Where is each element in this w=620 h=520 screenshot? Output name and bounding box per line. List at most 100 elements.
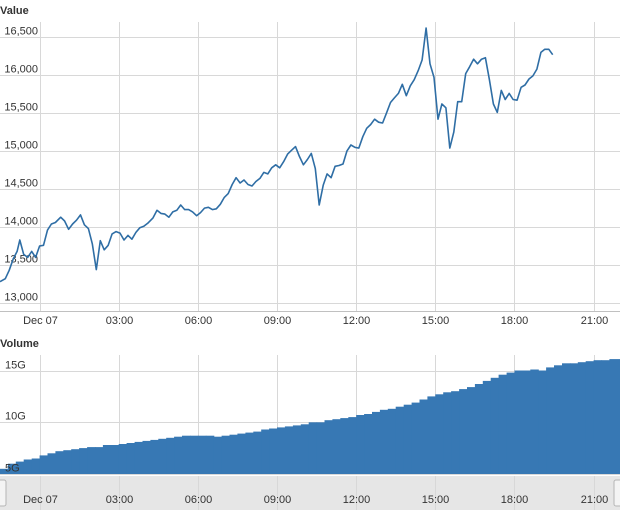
volume-bar xyxy=(245,432,254,474)
volume-bar xyxy=(150,439,159,474)
volume-bar xyxy=(340,418,349,474)
volume-bar xyxy=(292,425,302,474)
volume-bar xyxy=(411,402,421,474)
navigator-left-handle[interactable] xyxy=(0,479,7,507)
volume-bar xyxy=(514,370,523,474)
volume-bar xyxy=(31,458,41,474)
volume-bar xyxy=(419,399,428,474)
volume-bar xyxy=(182,435,191,474)
value-series xyxy=(0,27,554,283)
volume-bar xyxy=(284,426,294,474)
volume-bar xyxy=(213,436,223,474)
value-y-tick-label: 16,000 xyxy=(4,64,38,76)
volume-bar xyxy=(379,409,389,474)
value-x-tick-label: 09:00 xyxy=(264,315,292,327)
volume-bar xyxy=(166,437,175,474)
volume-bar xyxy=(593,360,603,474)
volume-bar xyxy=(190,435,199,474)
volume-bar xyxy=(142,440,151,474)
volume-bar xyxy=(87,447,96,474)
volume-bar xyxy=(585,361,595,474)
volume-series xyxy=(0,359,620,474)
volume-bar xyxy=(474,384,484,474)
volume-bar xyxy=(102,445,112,474)
volume-bar xyxy=(39,455,49,474)
navigator-x-tick-label: 03:00 xyxy=(106,494,134,506)
value-x-tick-label: 18:00 xyxy=(501,315,529,327)
value-pane-title: Value xyxy=(0,5,29,17)
value-y-tick-label: 13,500 xyxy=(4,254,38,266)
navigator-x-tick-label: 15:00 xyxy=(422,494,450,506)
volume-bar xyxy=(158,438,167,474)
navigator-x-tick-label: 09:00 xyxy=(264,494,292,506)
volume-bar xyxy=(15,461,25,474)
volume-bar xyxy=(197,435,207,474)
volume-bar xyxy=(364,414,373,474)
navigator-x-tick-label: 21:00 xyxy=(581,494,609,506)
volume-bar xyxy=(118,444,128,474)
volume-bar xyxy=(23,459,33,474)
value-x-tick-label: 12:00 xyxy=(343,315,371,327)
volume-bar xyxy=(609,359,620,474)
volume-bar xyxy=(569,363,579,474)
volume-bar xyxy=(538,370,547,474)
navigator[interactable]: Dec 07 03:00 06:00 09:00 12:00 15:00 18:00 21:0… xyxy=(0,476,620,510)
navigator-right-handle[interactable] xyxy=(613,479,620,507)
value-line xyxy=(0,27,554,283)
volume-bar xyxy=(174,436,183,474)
navigator-gridlines xyxy=(40,476,595,510)
volume-bar xyxy=(229,434,238,474)
value-y-tick-label: 15,500 xyxy=(4,102,38,114)
value-x-tick-label: 06:00 xyxy=(185,315,213,327)
volume-bar xyxy=(205,435,215,474)
value-y-tick-label: 14,000 xyxy=(4,216,38,228)
volume-pane-title: Volume xyxy=(0,338,39,350)
volume-bar xyxy=(554,365,563,474)
value-y-tick-label: 14,500 xyxy=(4,178,38,190)
navigator-x-tick-label: 06:00 xyxy=(185,494,213,506)
volume-bar xyxy=(482,380,492,474)
volume-bar xyxy=(95,447,104,474)
volume-bar xyxy=(237,433,246,474)
value-pane: Value 13,000 13,500 14,000 14,500 15,000 15,5… xyxy=(0,5,620,327)
volume-bar xyxy=(356,415,365,474)
volume-bar xyxy=(261,429,270,474)
value-y-tick-label: 13,000 xyxy=(4,292,38,304)
volume-bar xyxy=(134,441,144,474)
navigator-x-axis: Dec 07 03:00 06:00 09:00 12:00 15:00 18:00 21:0… xyxy=(23,494,608,506)
volume-bar xyxy=(427,396,436,474)
navigator-x-tick-label: Dec 07 xyxy=(23,494,58,506)
navigator-x-tick-label: 18:00 xyxy=(501,494,529,506)
value-y-tick-label: 16,500 xyxy=(4,26,38,38)
volume-bar xyxy=(577,362,587,474)
volume-bar xyxy=(277,427,286,474)
volume-bar xyxy=(300,424,310,474)
value-x-tick-label: 15:00 xyxy=(422,315,450,327)
volume-bar xyxy=(443,392,452,474)
volume-bar xyxy=(316,422,326,474)
volume-pane: Volume 5G 10G 15G xyxy=(0,338,620,475)
volume-bar xyxy=(451,391,460,474)
volume-y-tick-label: 10G xyxy=(5,411,26,423)
volume-bar xyxy=(387,408,397,474)
volume-y-tick-label: 15G xyxy=(5,360,26,372)
value-x-tick-label: Dec 07 xyxy=(23,315,58,327)
volume-bar xyxy=(324,420,333,474)
volume-bar xyxy=(253,431,262,474)
volume-bar xyxy=(530,369,539,474)
value-y-axis: 13,000 13,500 14,000 14,500 15,000 15,500 16,0… xyxy=(4,26,38,304)
volume-bar xyxy=(467,387,476,474)
volume-bar xyxy=(308,422,318,474)
volume-bar xyxy=(601,360,610,474)
volume-y-axis: 5G 10G 15G xyxy=(5,360,26,475)
volume-y-tick-label: 5G xyxy=(5,463,20,475)
volume-bar xyxy=(269,428,278,474)
volume-bar xyxy=(7,463,17,474)
volume-bar xyxy=(55,451,64,474)
volume-bar xyxy=(459,389,468,474)
volume-bar xyxy=(71,449,80,474)
value-x-axis: Dec 07 03:00 06:00 09:00 12:00 15:00 18:00 21:0… xyxy=(0,311,620,327)
volume-bar xyxy=(546,367,555,474)
volume-bar xyxy=(435,394,444,474)
volume-bar xyxy=(522,370,531,474)
